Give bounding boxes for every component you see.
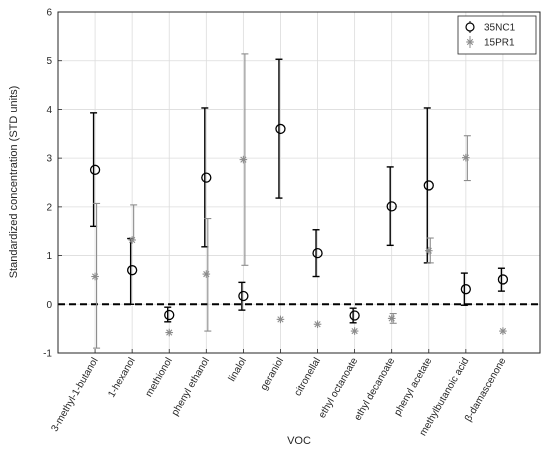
y-tick-label: 1: [46, 251, 52, 262]
data-point-15PR1: [202, 270, 211, 278]
data-point-15PR1: [128, 236, 136, 244]
data-point-35NC1: [312, 247, 323, 259]
data-point-15PR1: [313, 320, 322, 329]
legend-marker-15PR1: [466, 38, 474, 46]
x-tick-label: citronellal: [292, 356, 323, 398]
x-axis-ticks: 3-methyl-1-butanol 1-hexanol methionolphen…: [49, 349, 509, 438]
y-tick-label: 6: [46, 8, 52, 19]
x-tick-label: 3-methyl-1-butanol: [49, 356, 100, 434]
y-tick-label: 2: [46, 202, 52, 213]
data-point-15PR1: [165, 328, 174, 337]
legend-label-15PR1: 15PR1: [484, 38, 515, 49]
data-point-35NC1: [349, 310, 360, 321]
data-point-35NC1: [275, 123, 286, 135]
data-point-35NC1: [201, 172, 212, 183]
data-point-15PR1: [499, 327, 507, 335]
legend-box: [457, 15, 537, 55]
x-tick-label: linalol: [227, 356, 249, 384]
series-layer: [89, 53, 509, 349]
data-point-35NC1: [423, 180, 434, 191]
x-tick-label: geraniol: [259, 356, 286, 392]
y-tick-label: 0: [46, 300, 52, 311]
plot-area: [58, 12, 540, 353]
series-35NC1: [89, 58, 509, 324]
data-point-15PR1: [91, 272, 99, 281]
data-point-15PR1: [350, 327, 359, 335]
y-tick-label: 3: [46, 154, 52, 165]
x-tick-label: 1-hexanol: [106, 356, 137, 400]
data-point-15PR1: [387, 314, 396, 323]
legend: 35NC1 15PR1: [457, 15, 537, 55]
data-point-15PR1: [276, 315, 285, 324]
x-tick-label: ethyl decanoate: [352, 356, 397, 423]
y-tick-label: 4: [46, 105, 52, 116]
data-point-15PR1: [424, 246, 433, 255]
data-point-35NC1: [127, 265, 138, 276]
legend-marker-35NC1: [465, 22, 475, 32]
data-point-35NC1: [238, 290, 249, 302]
plot-frame: [57, 11, 541, 354]
x-tick-label: ethyl octanoate: [317, 356, 361, 421]
data-point-35NC1: [386, 201, 397, 212]
data-point-35NC1: [89, 164, 101, 175]
x-tick-label: methionol: [144, 356, 175, 399]
x-tick-label: β-damascenone: [463, 356, 509, 424]
x-axis-title: VOC: [287, 435, 311, 447]
y-tick-label: 5: [46, 56, 52, 67]
data-point-35NC1: [460, 284, 471, 295]
data-point-35NC1: [497, 274, 509, 285]
x-tick-label: phenyl ethanol: [170, 356, 212, 418]
legend-label-35NC1: 35NC1: [484, 23, 516, 34]
x-tick-label: phenyl acetate: [392, 356, 434, 418]
y-tick-label: -1: [43, 349, 52, 360]
data-point-35NC1: [164, 309, 175, 321]
data-point-15PR1: [239, 155, 248, 164]
data-point-15PR1: [462, 153, 470, 162]
series-15PR1: [91, 53, 507, 349]
y-axis-title: Standardized concentration (STD units): [8, 86, 20, 279]
